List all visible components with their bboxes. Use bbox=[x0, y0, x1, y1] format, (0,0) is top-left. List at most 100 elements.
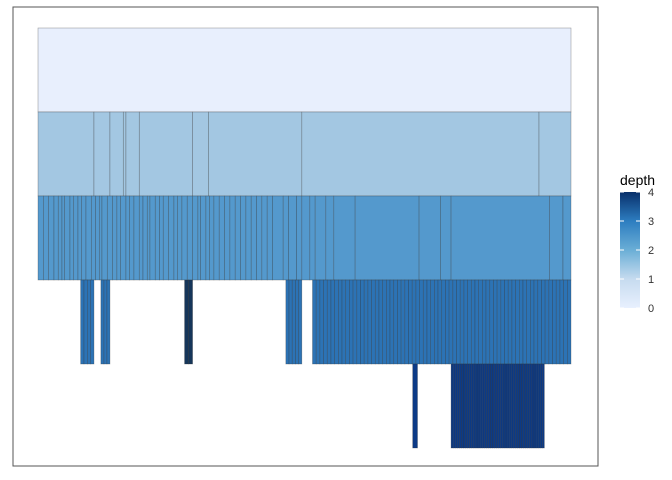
icicle-cell-depth-3 bbox=[397, 279, 402, 365]
icicle-cell-depth-2 bbox=[197, 195, 201, 281]
icicle-cell-depth-2 bbox=[282, 195, 289, 281]
icicle-cell-depth-2 bbox=[37, 195, 44, 281]
icicle-cell-depth-3 bbox=[382, 279, 387, 365]
icicle-cell-depth-2 bbox=[354, 195, 420, 281]
icicle-cell-depth-2 bbox=[43, 195, 49, 281]
icicle-cell-depth-2 bbox=[562, 195, 572, 281]
icicle-cell-depth-3 bbox=[504, 279, 509, 365]
icicle-cell-depth-4 bbox=[492, 363, 495, 449]
icicle-cell-depth-3 bbox=[363, 279, 369, 365]
icicle-cell-depth-3 bbox=[319, 279, 324, 365]
icicle-cell-depth-3 bbox=[87, 279, 91, 365]
icicle-cell-depth-2 bbox=[57, 195, 63, 281]
icicle-cell-depth-2 bbox=[64, 195, 71, 281]
icicle-cell-depth-2 bbox=[333, 195, 356, 281]
icicle-cell-depth-3 bbox=[411, 279, 417, 365]
icicle-cell-depth-4 bbox=[506, 363, 510, 449]
icicle-cell-depth-4 bbox=[537, 363, 541, 449]
icicle-cell-depth-2 bbox=[325, 195, 335, 281]
icicle-cell-depth-4 bbox=[463, 363, 466, 449]
icicle-cell-depth-4 bbox=[473, 363, 477, 449]
icicle-cell-depth-1 bbox=[138, 111, 193, 197]
icicle-cell-depth-3 bbox=[341, 279, 347, 365]
icicle-cell-depth-3 bbox=[463, 279, 468, 365]
icicle-cell-depth-3 bbox=[285, 279, 290, 365]
icicle-cell-depth-4 bbox=[490, 363, 493, 449]
icicle-cell-depth-2 bbox=[154, 195, 160, 281]
icicle-cell-depth-1 bbox=[192, 111, 209, 197]
icicle-cell-depth-4 bbox=[517, 363, 520, 449]
icicle-cell-depth-3 bbox=[500, 279, 505, 365]
icicle-cell-depth-2 bbox=[177, 195, 183, 281]
icicle-cell-depth-4 bbox=[481, 363, 485, 449]
icicle-cell-depth-1 bbox=[125, 111, 140, 197]
icicle-cell-depth-4 bbox=[496, 363, 500, 449]
icicle-cell-depth-1 bbox=[208, 111, 303, 197]
icicle-cell-depth-3 bbox=[478, 279, 483, 365]
icicle-cell-depth-2 bbox=[120, 195, 127, 281]
legend-colorbar bbox=[620, 192, 640, 308]
icicle-cell-depth-4 bbox=[529, 363, 533, 449]
icicle-cell-depth-3 bbox=[567, 279, 572, 365]
icicle-cell-depth-2 bbox=[301, 195, 311, 281]
icicle-cell-depth-2 bbox=[418, 195, 441, 281]
icicle-cell-depth-4 bbox=[539, 363, 543, 449]
icicle-cell-depth-2 bbox=[309, 195, 316, 281]
icicle-cell-depth-3 bbox=[430, 279, 435, 365]
icicle-cell-depth-3 bbox=[298, 279, 303, 365]
icicle-cell-depth-3 bbox=[295, 279, 299, 365]
icicle-cell-depth-3 bbox=[537, 279, 542, 365]
icicle-cell-depth-3 bbox=[496, 279, 502, 365]
icicle-cell-depth-2 bbox=[440, 195, 452, 281]
icicle-cell-depth-3 bbox=[291, 279, 296, 365]
icicle-cell-depth-2 bbox=[69, 195, 75, 281]
icicle-cell-depth-3 bbox=[452, 279, 457, 365]
icicle-cell-depth-3 bbox=[559, 279, 564, 365]
icicle-cell-depth-4 bbox=[535, 363, 539, 449]
icicle-cell-depth-3 bbox=[103, 279, 108, 365]
icicle-cell-depth-2 bbox=[85, 195, 92, 281]
icicle-cell-depth-4 bbox=[467, 363, 471, 449]
icicle-cell-depth-4 bbox=[465, 363, 468, 449]
icicle-cell-depth-3 bbox=[188, 279, 193, 365]
icicle-cell-depth-3 bbox=[467, 279, 472, 365]
icicle-cell-depth-3 bbox=[349, 279, 354, 365]
icicle-cell-depth-2 bbox=[192, 195, 199, 281]
icicle-cell-depth-2 bbox=[106, 195, 113, 281]
icicle-cell-depth-2 bbox=[266, 195, 273, 281]
icicle-cell-depth-3 bbox=[400, 279, 406, 365]
icicle-cell-depth-2 bbox=[173, 195, 178, 281]
icicle-cell-depth-3 bbox=[326, 279, 332, 365]
icicle-cell-depth-4 bbox=[483, 363, 487, 449]
icicle-cell-depth-4 bbox=[502, 363, 506, 449]
icicle-cell-depth-3 bbox=[563, 279, 568, 365]
icicle-cell-depth-3 bbox=[330, 279, 335, 365]
icicle-cell-depth-3 bbox=[386, 279, 391, 365]
icicle-cell-depth-3 bbox=[338, 279, 343, 365]
icicle-cell-depth-3 bbox=[555, 279, 561, 365]
icicle-cell-depth-3 bbox=[470, 279, 476, 365]
icicle-cell-depth-3 bbox=[493, 279, 498, 365]
icicle-cell-depth-4 bbox=[521, 363, 524, 449]
icicle-cell-depth-2 bbox=[125, 195, 130, 281]
icicle-cell-depth-2 bbox=[213, 195, 220, 281]
icicle-cell-depth-2 bbox=[112, 195, 118, 281]
icicle-cell-depth-4 bbox=[508, 363, 512, 449]
icicle-cell-depth-3 bbox=[419, 279, 424, 365]
icicle-cell-depth-3 bbox=[352, 279, 358, 365]
icicle-cell-depth-3 bbox=[315, 279, 321, 365]
icicle-cell-depth-3 bbox=[404, 279, 409, 365]
icicle-cell-depth-2 bbox=[314, 195, 327, 281]
icicle-cell-depth-2 bbox=[181, 195, 188, 281]
icicle-cell-depth-1 bbox=[122, 111, 127, 197]
icicle-cell-depth-2 bbox=[261, 195, 268, 281]
icicle-cell-depth-4 bbox=[498, 363, 502, 449]
icicle-cell-depth-3 bbox=[367, 279, 372, 365]
icicle-cell-depth-4 bbox=[527, 363, 531, 449]
icicle-cell-depth-3 bbox=[445, 279, 450, 365]
icicle-cell-depth-4 bbox=[494, 363, 497, 449]
icicle-cell-depth-4 bbox=[486, 363, 489, 449]
icicle-cell-depth-3 bbox=[456, 279, 461, 365]
icicle-cell-depth-3 bbox=[345, 279, 350, 365]
icicle-cell-depth-2 bbox=[98, 195, 103, 281]
